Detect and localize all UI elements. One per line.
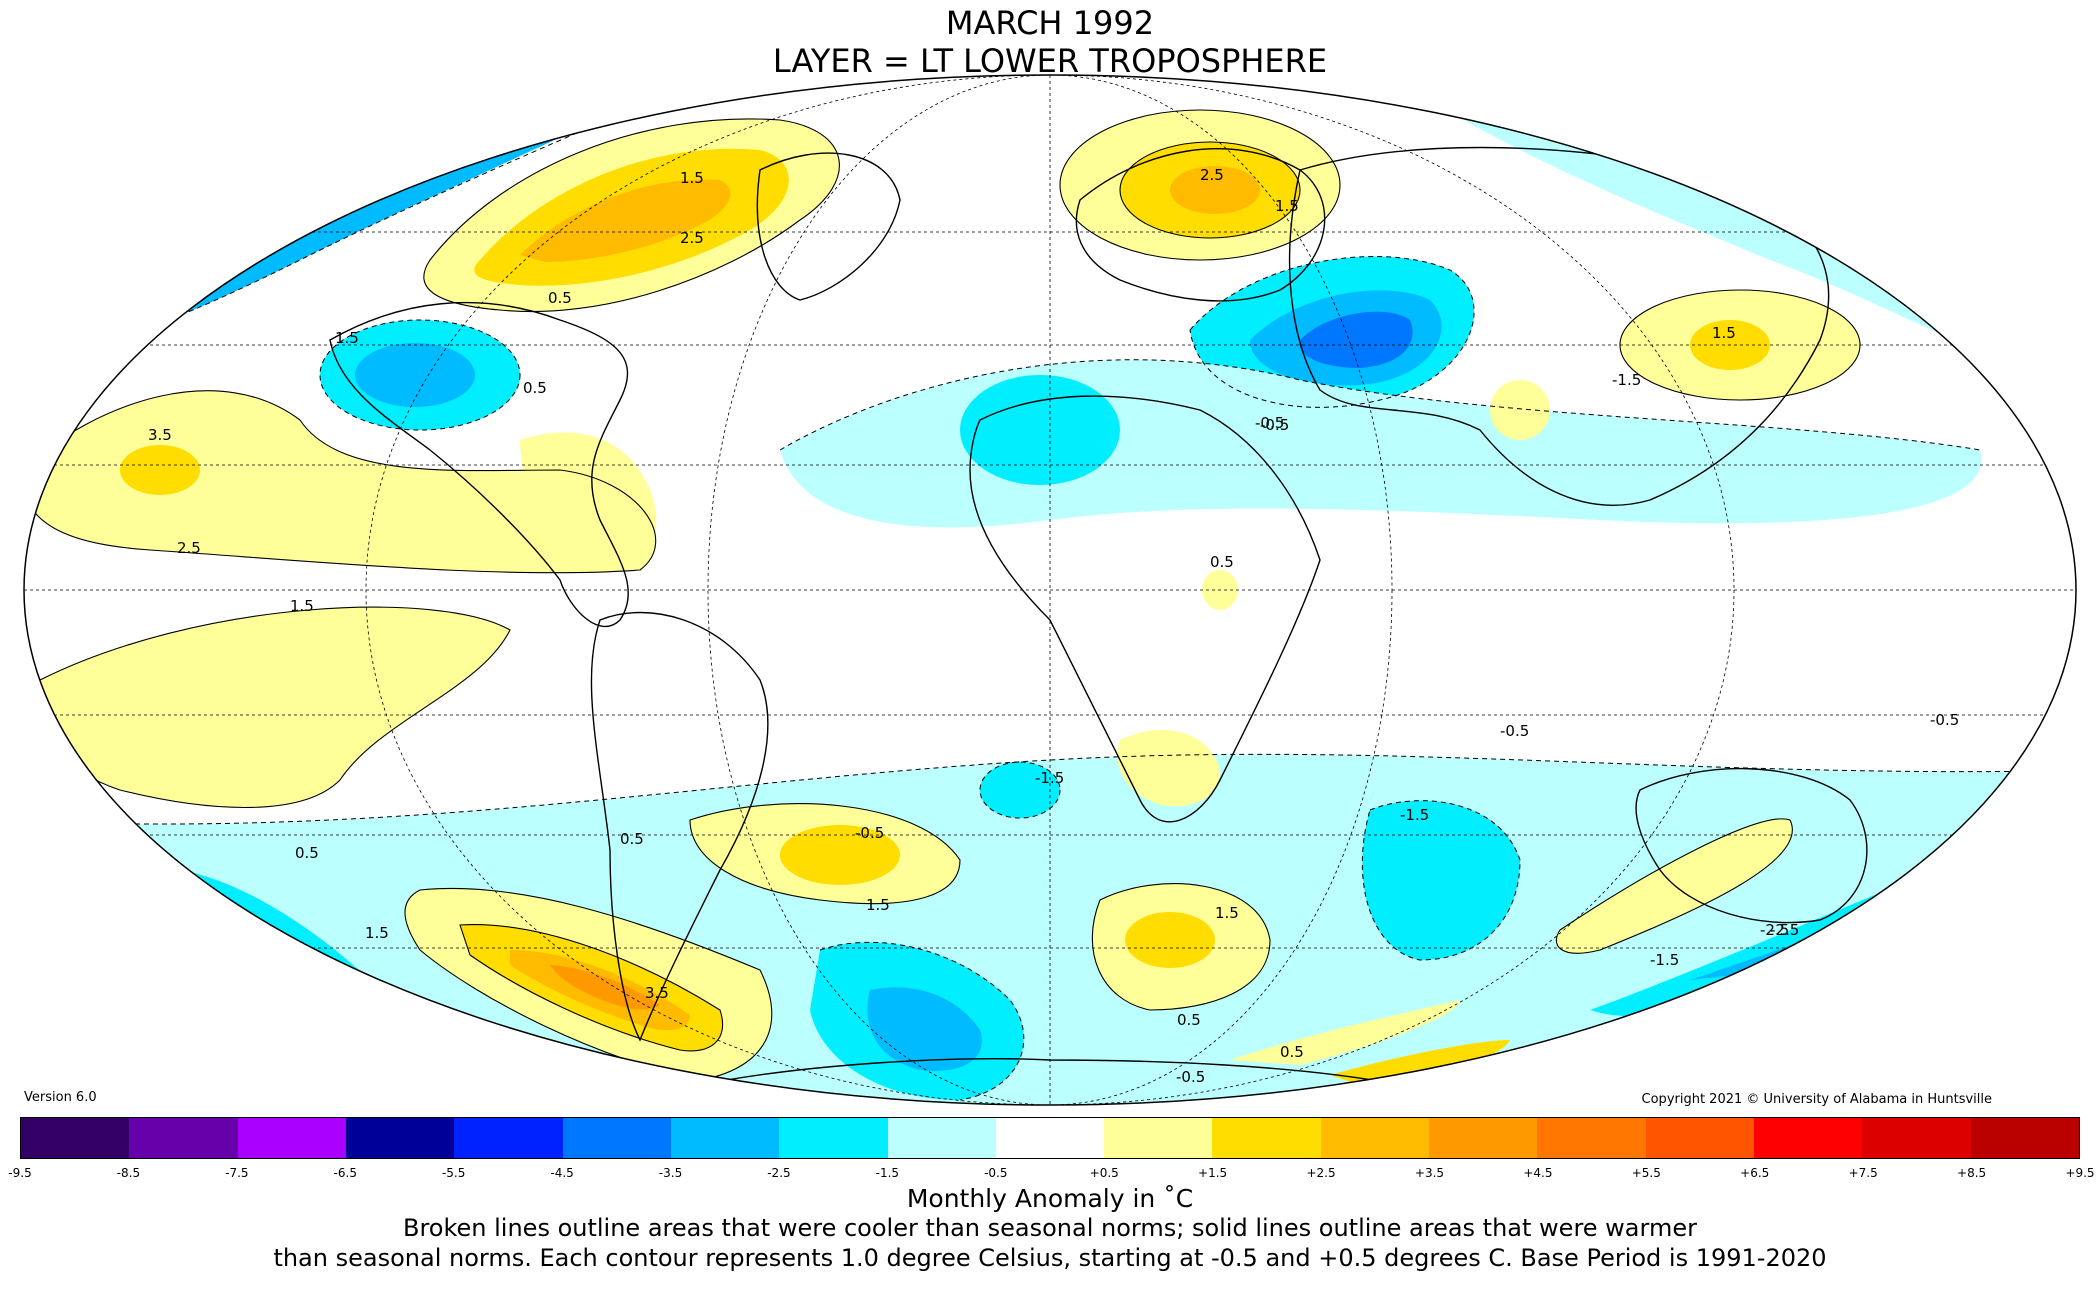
colorbar-tick-label: +1.5: [1198, 1166, 1228, 1180]
contour-label: 1.5: [290, 597, 314, 615]
colorbar-swatch: [1320, 1118, 1430, 1158]
anomaly-india-warm: [1490, 380, 1550, 440]
contour-label: 0.5: [1280, 1043, 1304, 1061]
contour-label: 3.5: [645, 984, 669, 1002]
colorbar-tick-label: +2.5: [1306, 1166, 1336, 1180]
contour-label: -0.5: [1260, 416, 1289, 434]
colorbar-tick-label: -2.5: [767, 1166, 791, 1180]
version-label: Version 6.0: [24, 1090, 97, 1105]
contour-label: 0.5: [1177, 1011, 1201, 1029]
colorbar-swatch: [1754, 1118, 1863, 1158]
contour-label: 1.5: [1215, 904, 1239, 922]
contour-label: 2.5: [1200, 166, 1224, 184]
colorbar-tick-label: +3.5: [1414, 1166, 1445, 1180]
africa-outline: [969, 395, 1321, 823]
colorbar-tick-label: -7.5: [225, 1166, 249, 1180]
colorbar-ticks: -9.5 -8.5 -7.5 -6.5 -5.5 -4.5 -3.5 -2.5 -1.5 -0.5…: [8, 1166, 2094, 1186]
contour-label: 0.5: [295, 844, 319, 862]
anomaly-map: 1.5 2.5 0.5 1.5 0.5 3.5 2.5 1.5 0.5 1.5 …: [23, 74, 2077, 1106]
anomaly-north-pacific-warm: [24, 390, 656, 573]
graticule: [24, 75, 2076, 1105]
contour-label: 3.5: [148, 426, 172, 444]
contour-label: 0.5: [523, 379, 547, 397]
colorbar-swatch: [995, 1118, 1105, 1158]
colorbar-tick-label: +5.5: [1631, 1166, 1661, 1180]
colorbar-swatch: [1429, 1118, 1538, 1158]
contour-label: 1.5: [1275, 197, 1299, 215]
colorbar-tick-label: -3.5: [658, 1166, 683, 1180]
contour-label: -0.5: [1255, 414, 1284, 432]
colorbar-tick-label: -0.5: [984, 1166, 1008, 1180]
anomaly-south-pacific-warm: [38, 607, 511, 808]
colorbar-swatch: [1104, 1118, 1213, 1158]
copyright-label: Copyright 2021 © University of Alabama i…: [1641, 1092, 1992, 1107]
colorbar-tick-label: +7.5: [1848, 1166, 1878, 1180]
colorbar-swatch: [21, 1118, 130, 1158]
colorbar-tick-label: -6.5: [333, 1166, 357, 1180]
warm-contours: [24, 109, 1861, 1081]
colorbar-tick-label: +0.5: [1089, 1166, 1119, 1180]
contour-label: -0.5: [1500, 722, 1529, 740]
colorbar-swatch: [237, 1118, 346, 1158]
colorbar-swatch: [129, 1118, 238, 1158]
map-subtitle: LAYER = LT LOWER TROPOSPHERE: [772, 42, 1328, 80]
contour-label: 0.5: [1210, 553, 1234, 571]
contour-label: -0.5: [1176, 1068, 1205, 1086]
colorbar-swatch: [1212, 1118, 1321, 1158]
contour-label: 1.5: [365, 924, 389, 942]
greenland-outline: [756, 152, 901, 301]
contour-label: 0.5: [620, 830, 644, 848]
colorbar-swatch: [1537, 1118, 1646, 1158]
colorbar-tick-label: -8.5: [116, 1166, 141, 1180]
map-title: MARCH 1992: [945, 4, 1155, 42]
colorbar-swatch: [779, 1118, 888, 1158]
contour-label: 1.5: [335, 329, 359, 347]
note-line-1: Broken lines outline areas that were coo…: [403, 1214, 1697, 1242]
colorbar-swatch: [1862, 1118, 1971, 1158]
australia-outline: [1635, 767, 1868, 924]
contour-label: -0.5: [1930, 711, 1959, 729]
south-america-outline: [590, 611, 769, 1042]
contour-label: -1.5: [1650, 951, 1679, 969]
colorbar-tick-label: +6.5: [1740, 1166, 1770, 1180]
colorbar-tick-label: -9.5: [8, 1166, 32, 1180]
anomaly-southern-africa-warm: [1117, 730, 1220, 807]
colorbar-tick-label: -1.5: [875, 1166, 900, 1180]
colorbar-tick-label: -4.5: [550, 1166, 574, 1180]
anomaly-indian-ocean-cold: [1362, 800, 1520, 960]
units-label: Monthly Anomaly in ˚C: [906, 1184, 1194, 1213]
colorbar-swatch: [454, 1118, 563, 1158]
colorbar-tick-label: +9.5: [2065, 1166, 2095, 1180]
colorbar-swatch: [1970, 1118, 2079, 1158]
colorbar-swatch: [345, 1118, 455, 1158]
contour-label: 1.5: [1712, 324, 1736, 342]
map-border: [23, 74, 2077, 1106]
contour-label: 2.5: [680, 229, 704, 247]
colorbar-tick-label: +8.5: [1957, 1166, 1987, 1180]
colorbar: [20, 1117, 2080, 1159]
contour-label: -0.5: [855, 824, 884, 842]
colorbar-swatch: [562, 1118, 671, 1158]
contour-label: 1.5: [866, 896, 890, 914]
contour-label: 1.5: [680, 169, 704, 187]
colorbar-tick-label: -5.5: [441, 1166, 466, 1180]
colorbar-swatch: [670, 1118, 780, 1158]
colorbar-tick-label: +4.5: [1523, 1166, 1553, 1180]
note-line-2: than seasonal norms. Each contour repres…: [273, 1244, 1827, 1272]
contour-label: -1.5: [1612, 371, 1641, 389]
europe-outline: [1075, 148, 1326, 302]
contour-label: -2.5: [1760, 921, 1789, 939]
colorbar-swatch: [887, 1118, 996, 1158]
contour-label: 2.5: [177, 539, 201, 557]
north-america-outline: [329, 301, 629, 627]
contour-labels: 1.5 2.5 0.5 1.5 0.5 3.5 2.5 1.5 0.5 1.5 …: [148, 166, 1959, 1086]
anomaly-southern-ocean-cool: [24, 754, 2076, 1105]
contour-label: -2.5: [1770, 921, 1799, 939]
contour-label: -1.5: [1035, 769, 1064, 787]
colorbar-swatch: [1645, 1118, 1754, 1158]
contour-label: -1.5: [1400, 806, 1429, 824]
contour-label: 0.5: [548, 289, 572, 307]
